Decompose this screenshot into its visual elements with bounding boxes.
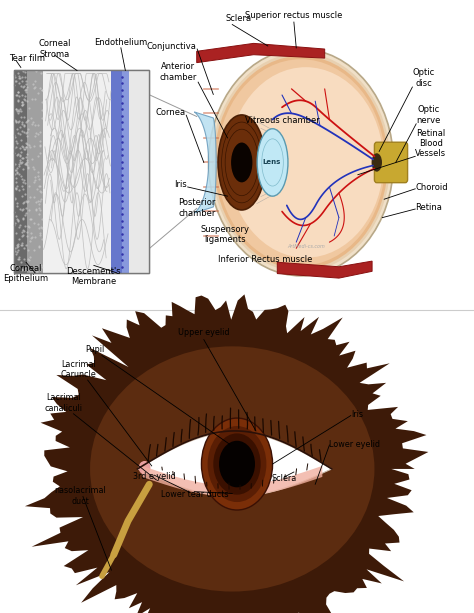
Text: Descement's
Membrane: Descement's Membrane: [66, 267, 121, 286]
Wedge shape: [213, 130, 249, 195]
Ellipse shape: [217, 59, 385, 265]
Text: 3rd e yelid: 3rd e yelid: [133, 473, 175, 481]
Text: Iris: Iris: [351, 410, 363, 419]
Text: Conjunctiva: Conjunctiva: [147, 42, 197, 51]
Circle shape: [201, 418, 273, 510]
Text: Choroid: Choroid: [415, 183, 448, 192]
Text: Corneal
Epithelium: Corneal Epithelium: [3, 264, 49, 283]
Ellipse shape: [90, 346, 374, 592]
Text: Optic
disc: Optic disc: [412, 69, 435, 88]
FancyBboxPatch shape: [374, 142, 408, 183]
Bar: [14, 70, 149, 273]
Text: Iris: Iris: [174, 180, 187, 189]
Text: Suspensory
ligaments: Suspensory ligaments: [201, 225, 250, 244]
Text: Retina: Retina: [415, 204, 442, 212]
Ellipse shape: [212, 53, 390, 272]
Text: Vitreous chamber: Vitreous chamber: [245, 116, 319, 124]
Polygon shape: [137, 432, 332, 497]
Text: Upper eyelid: Upper eyelid: [178, 329, 229, 337]
Text: Retinal
Blood
Vessels: Retinal Blood Vessels: [415, 129, 447, 158]
Text: Lens: Lens: [262, 159, 280, 166]
Text: Lacrimal
Caruncle: Lacrimal Caruncle: [60, 360, 96, 379]
Text: Sclera: Sclera: [272, 474, 297, 483]
Text: Optic
nerve: Optic nerve: [416, 105, 440, 124]
Text: Superior rectus muscle: Superior rectus muscle: [245, 12, 343, 20]
Bar: [122, 70, 129, 273]
Bar: [43, 70, 111, 273]
Bar: [27, 70, 43, 273]
Text: Tear film: Tear film: [9, 54, 46, 63]
Ellipse shape: [209, 49, 393, 276]
Polygon shape: [25, 294, 428, 613]
Ellipse shape: [231, 142, 252, 183]
Text: Lower tear ducts: Lower tear ducts: [161, 490, 228, 498]
Ellipse shape: [214, 56, 388, 269]
Circle shape: [219, 441, 255, 487]
Text: Lower eyelid: Lower eyelid: [329, 441, 381, 449]
Text: ArtMedi-cs.com: ArtMedi-cs.com: [287, 243, 325, 249]
Polygon shape: [277, 261, 372, 278]
Text: Endothelium: Endothelium: [94, 39, 147, 47]
Bar: [129, 70, 149, 273]
Text: Anterior
chamber: Anterior chamber: [159, 63, 197, 82]
Circle shape: [208, 426, 266, 502]
Bar: [14, 70, 149, 273]
Text: nasolacrimal
duct: nasolacrimal duct: [55, 487, 107, 506]
Text: Corneal
Stroma: Corneal Stroma: [38, 39, 71, 59]
Bar: [14, 70, 27, 273]
Text: Lacrimal
canaliculi: Lacrimal canaliculi: [45, 394, 83, 413]
Ellipse shape: [372, 153, 382, 172]
Ellipse shape: [228, 67, 383, 257]
Text: Inferior Rectus muscle: Inferior Rectus muscle: [218, 256, 313, 264]
Polygon shape: [194, 112, 216, 213]
Bar: [111, 70, 122, 273]
Circle shape: [213, 433, 261, 495]
Text: Sclera: Sclera: [225, 15, 251, 23]
Ellipse shape: [257, 129, 288, 196]
Ellipse shape: [218, 115, 265, 210]
Text: Posterior
chamber: Posterior chamber: [178, 199, 215, 218]
Polygon shape: [197, 44, 325, 63]
Ellipse shape: [138, 461, 151, 474]
Text: Pupil: Pupil: [85, 346, 104, 354]
Text: Cornea: Cornea: [155, 109, 186, 117]
Polygon shape: [142, 466, 322, 497]
